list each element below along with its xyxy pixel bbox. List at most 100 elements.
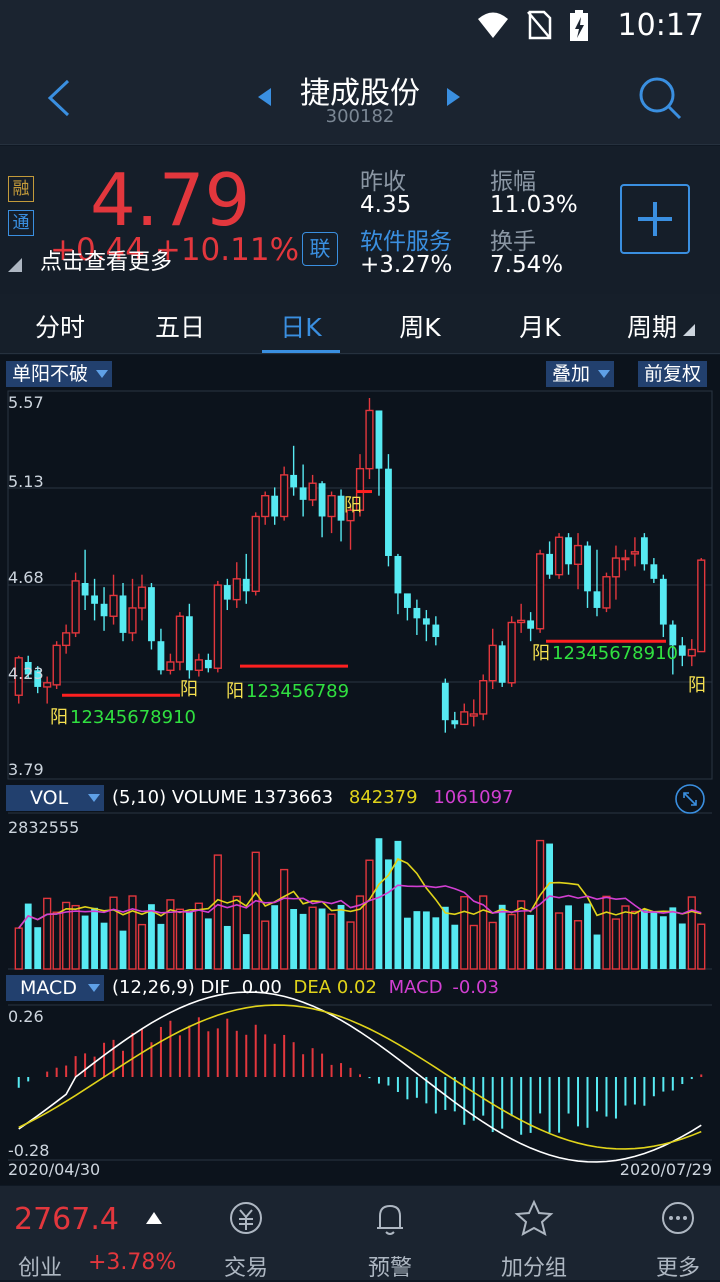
candle-down [318, 483, 326, 517]
margin-badge: 融 [8, 176, 34, 202]
tab-monthly-k[interactable]: 月K [519, 313, 561, 342]
next-stock-icon[interactable] [446, 88, 460, 106]
no-sim-icon [527, 10, 552, 40]
volume-bar-down [422, 911, 430, 969]
candle-down [669, 624, 677, 646]
candle-down [337, 495, 345, 521]
tab-period[interactable]: 周期 [626, 313, 677, 342]
macd-select[interactable]: MACD [6, 975, 104, 1001]
volume-bar-up [697, 923, 706, 970]
volume-ma5-line [18, 857, 702, 929]
more-button[interactable]: 更多 [628, 1186, 720, 1282]
search-icon[interactable] [638, 76, 682, 120]
macd-macd: -0.03 [452, 977, 499, 998]
candle-up [517, 619, 526, 624]
volume-bar-down [659, 916, 667, 969]
candle-up [621, 557, 630, 561]
candle-up [109, 594, 118, 617]
volume-bar-down [318, 908, 326, 969]
candle-up [346, 509, 355, 522]
macd-indicator-label: MACD [20, 977, 77, 999]
volume-bar-up [71, 904, 80, 970]
amplitude-value: 11.03% [490, 192, 578, 218]
overlay-select[interactable]: 叠加 [546, 361, 615, 387]
volume-bar-up [308, 906, 317, 970]
candle-down [593, 591, 601, 608]
tab-five-day[interactable]: 五日 [154, 313, 205, 342]
macd-dif-line [18, 991, 702, 1163]
indicator-select[interactable]: 单阳不破 [6, 361, 113, 387]
trade-button[interactable]: 交易 [196, 1186, 296, 1282]
candle-down [157, 641, 165, 671]
add-group-button[interactable]: 加分组 [484, 1186, 584, 1282]
candle-up [507, 621, 516, 684]
candle-down [271, 495, 279, 517]
view-more-tip[interactable]: 点击查看更多 [40, 250, 173, 275]
candle-up [697, 559, 706, 653]
volume-bar-up [14, 927, 23, 970]
candle-down [185, 616, 193, 671]
volume-bar-up [488, 921, 497, 970]
volume-bar-up [166, 899, 175, 970]
yang-mark: 阳 [180, 679, 198, 700]
fullscreen-icon[interactable] [674, 783, 706, 815]
volume-bar-down [223, 925, 231, 969]
kline-chart[interactable]: 阳 12345678910阳阳 123456789阳阳 12345678910阳 5.… [0, 355, 720, 1185]
candle-down [24, 661, 32, 675]
chevron-down-icon [96, 370, 109, 378]
candle-up [71, 580, 80, 634]
volume-bar-down [299, 913, 307, 969]
header: 捷成股份 300182 [0, 50, 720, 145]
macd-dea: 0.02 [336, 977, 377, 998]
back-icon[interactable] [44, 78, 74, 118]
candle-down [299, 487, 307, 500]
add-watchlist-button[interactable] [620, 184, 690, 254]
prev-close-label: 昨收 [360, 169, 406, 195]
vol-select[interactable]: VOL [6, 785, 104, 811]
volume-bar-up [261, 920, 270, 970]
candle-down [413, 607, 421, 619]
volume-bar-down [678, 923, 686, 969]
candle-down [290, 474, 298, 488]
vol-legend: (5,10) VOLUME 1373663 842379 1061097 [112, 787, 514, 808]
yang-mark: 阳 [226, 681, 244, 702]
alert-button[interactable]: 预警 [340, 1186, 440, 1282]
macd-dif: 0.00 [241, 977, 282, 998]
vol-max-label: 2832555 [8, 818, 79, 837]
vol-indicator-label: VOL [30, 787, 69, 809]
volume-bar-down [584, 903, 591, 969]
alert-label: 预警 [367, 1256, 412, 1281]
index-value[interactable]: 2767.4 [14, 1202, 119, 1237]
y-tick-3: 4.68 [8, 568, 44, 587]
sector-label[interactable]: 软件服务 [360, 229, 452, 255]
yang-mark: 阳 [688, 675, 706, 696]
candle-up [213, 584, 222, 669]
chevron-down-icon [598, 370, 611, 378]
candle-up [479, 679, 488, 715]
tab-weekly-k[interactable]: 周K [399, 313, 441, 342]
battery-charging-icon [570, 10, 588, 41]
tab-intraday[interactable]: 分时 [34, 313, 85, 342]
candle-up [687, 648, 696, 657]
current-price: 4.79 [90, 158, 251, 242]
volume-bar-up [213, 854, 222, 970]
volume-bar-down [669, 907, 677, 969]
candle-up [175, 615, 185, 663]
more-label: 更多 [655, 1256, 700, 1281]
volume-bar-up [517, 900, 526, 970]
volume-bar-up [602, 895, 611, 970]
chevron-down-icon [88, 984, 100, 992]
adjust-button[interactable]: 前复权 [638, 361, 708, 387]
linked-button[interactable]: 联 [302, 232, 338, 266]
volume-bar-down [593, 934, 601, 969]
candle-up [137, 586, 147, 609]
candle-up [43, 682, 52, 688]
price-change: +0.44 +10.11% [50, 232, 300, 268]
overlay-label: 叠加 [552, 363, 591, 385]
prev-stock-icon[interactable] [258, 88, 272, 106]
y-tick-min: 3.79 [8, 760, 44, 779]
tab-daily-k[interactable]: 日K [280, 313, 322, 342]
volume-bar-down [34, 927, 42, 969]
candle-up [308, 482, 317, 501]
volume-bar-up [109, 896, 118, 970]
